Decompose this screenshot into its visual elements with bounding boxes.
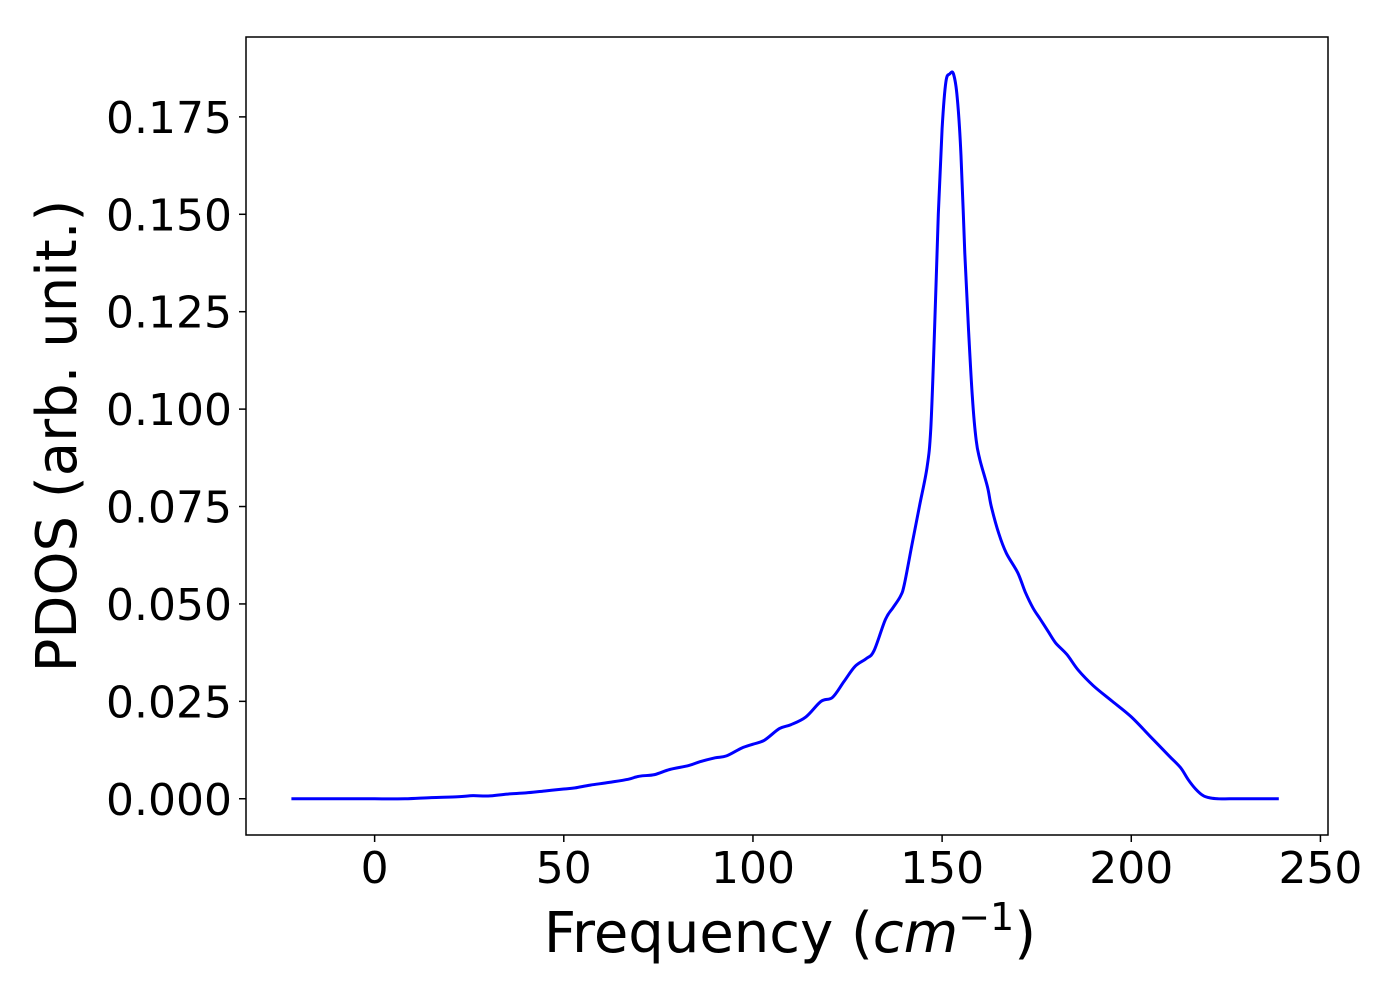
y-tick-label: 0.050: [106, 580, 232, 631]
x-axis-title: Frequency (cm−1): [544, 895, 1036, 966]
y-tick-label: 0.175: [106, 93, 232, 144]
y-tick-label: 0.025: [106, 677, 232, 728]
plot-frame: [245, 36, 1329, 836]
x-tick-label: 250: [1278, 843, 1362, 894]
y-tick-label: 0.150: [106, 190, 232, 241]
x-tick-label: 100: [711, 843, 795, 894]
x-tick-label: 0: [361, 843, 389, 894]
x-tick-label: 50: [536, 843, 592, 894]
y-tick-label: 0.100: [106, 385, 232, 436]
y-tick-label: 0.000: [106, 775, 232, 826]
y-tick-label: 0.125: [106, 288, 232, 339]
x-tick-label: 200: [1089, 843, 1173, 894]
y-tick-label: 0.075: [106, 483, 232, 534]
y-axis: 0.000 0.025 0.050 0.075 0.100 0.125 0.150 0.175: [106, 93, 246, 826]
y-axis-title: PDOS (arb. unit.): [25, 200, 90, 673]
series-line: [291, 70, 1279, 801]
x-tick-label: 150: [900, 843, 984, 894]
x-axis: 0 50 100 150 200 250: [361, 835, 1362, 894]
